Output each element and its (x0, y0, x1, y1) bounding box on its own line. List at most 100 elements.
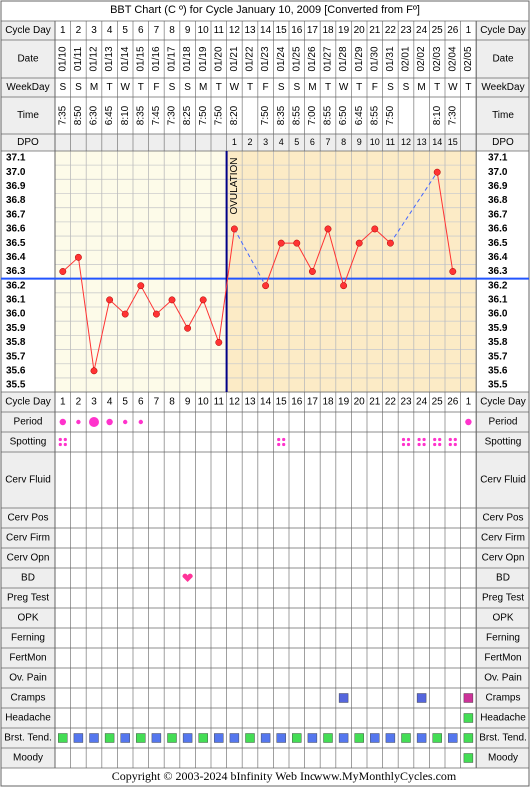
dpo-cell: 5 (294, 137, 299, 147)
row-label-bg (476, 748, 529, 768)
row-label-bg (476, 78, 529, 97)
spotting-dot (63, 437, 67, 442)
weekday-cell: F (372, 82, 378, 93)
brst-tend-square (167, 733, 177, 743)
weekday-cell: S (387, 82, 394, 93)
row-label-left: Cerv Pos (7, 513, 48, 524)
row-label-right: Cerv Fluid (480, 475, 526, 486)
row-label-bg (476, 548, 529, 568)
date-cell: 02/01 (401, 46, 412, 71)
brst-tend-square (323, 733, 333, 743)
row-label-left: FertMon (9, 653, 46, 664)
headache-square (463, 713, 474, 723)
temp-point (168, 296, 176, 304)
y-tick-label: 36.7 (488, 209, 508, 220)
spotting-dot (417, 437, 421, 442)
brst-tend-square (120, 733, 130, 743)
brst-tend-square (416, 733, 427, 743)
temp-line (202, 299, 220, 343)
time-cell: 8:55 (369, 105, 380, 125)
y-tick-label: 36.2 (6, 280, 26, 291)
cycle-day-cell: 11 (214, 397, 225, 408)
date-cell: 01/23 (260, 46, 271, 71)
row-label-bg (1, 452, 55, 508)
spotting-dot (406, 437, 411, 442)
bd-heart (182, 573, 193, 582)
brst-tend-square (104, 733, 115, 743)
time-cell: 8:55 (323, 105, 334, 125)
row-label-left: Spotting (10, 437, 47, 448)
temp-line-dashed (233, 228, 267, 286)
brst-tend-square (182, 733, 193, 743)
row-label-bg (476, 628, 529, 648)
time-cell: 8:20 (229, 105, 240, 125)
cycle-day-cell: 2 (76, 25, 82, 36)
y-tick-label: 35.9 (488, 323, 508, 334)
cycle-day-cell: 12 (229, 397, 241, 408)
temp-line (93, 299, 111, 371)
temp-point (433, 168, 441, 176)
y-tick-label: 37.0 (488, 167, 508, 178)
y-tick-label: 37.1 (488, 153, 508, 164)
weekday-cell: M (417, 82, 425, 93)
dpo-cell: 3 (263, 137, 268, 147)
brst-tend-square (370, 733, 380, 743)
weekday-cell: S (169, 82, 176, 93)
cycle-day-cell: 3 (91, 397, 97, 408)
date-cell: 01/15 (135, 46, 146, 71)
cycle-day-cell: 2 (76, 397, 82, 408)
y-tick-label: 35.8 (488, 337, 508, 348)
brst-tend-square (260, 733, 271, 743)
row-label-left: BD (21, 573, 35, 584)
temp-line (187, 299, 204, 329)
y-tick-label: 36.0 (488, 309, 508, 320)
temp-line (124, 285, 142, 315)
cycle-day-cell: 6 (138, 397, 144, 408)
cycle-day-cell: 18 (322, 25, 334, 36)
row-label-bg (476, 508, 529, 528)
brst-tend-square (198, 733, 208, 743)
row-label-bg (476, 688, 529, 708)
row-label-bg (1, 708, 55, 728)
row-label-left: Moody (13, 753, 43, 764)
cycle-day-cell: 23 (400, 25, 412, 36)
date-cell: 01/27 (323, 46, 334, 71)
time-cell: 8:55 (291, 105, 302, 125)
cycle-day-cell: 3 (91, 25, 97, 36)
date-cell: 01/20 (213, 46, 224, 71)
row-label-right: Cerv Pos (482, 513, 523, 524)
row-label-right: Cerv Opn (482, 553, 525, 564)
time-cell: 7:35 (57, 105, 68, 125)
copyright-text: Copyright © 2003-2024 bInfinity Web Inc. (112, 769, 319, 783)
cycle-day-cell: 10 (198, 25, 210, 36)
bottom-cycle-bg (55, 392, 477, 412)
cycle-day-cell: 26 (447, 25, 459, 36)
cycle-day-cell: 23 (400, 397, 412, 408)
cycle-day-cell: 19 (338, 397, 350, 408)
weekday-cell: S (75, 82, 82, 93)
row-label-bg (1, 748, 55, 768)
dpo-cell: 6 (310, 137, 315, 147)
y-tick-label: 36.1 (6, 295, 26, 306)
period-dot (123, 419, 128, 425)
row-label-bg (1, 78, 55, 97)
spotting-dot (277, 442, 281, 447)
date-cell: 01/29 (354, 46, 365, 71)
temp-line (327, 228, 345, 286)
spotting-dot (406, 442, 411, 447)
y-tick-label: 36.3 (488, 266, 508, 277)
temp-point (340, 282, 348, 290)
cycle-day-cell: 17 (307, 397, 319, 408)
brst-tend-square (354, 733, 364, 743)
brst-tend-square (151, 733, 162, 743)
row-label-right: Preg Test (482, 593, 524, 604)
temp-point (199, 296, 207, 304)
row-label-bg (476, 432, 529, 452)
weekday-cell: T (107, 82, 113, 93)
row-label-left: Ferning (11, 633, 45, 644)
brst-tend-square (401, 733, 411, 743)
y-tick-label: 36.5 (488, 238, 508, 249)
weekday-cell: W (120, 82, 130, 93)
cycle-day-cell: 15 (276, 25, 288, 36)
y-tick-label: 35.7 (488, 351, 508, 362)
